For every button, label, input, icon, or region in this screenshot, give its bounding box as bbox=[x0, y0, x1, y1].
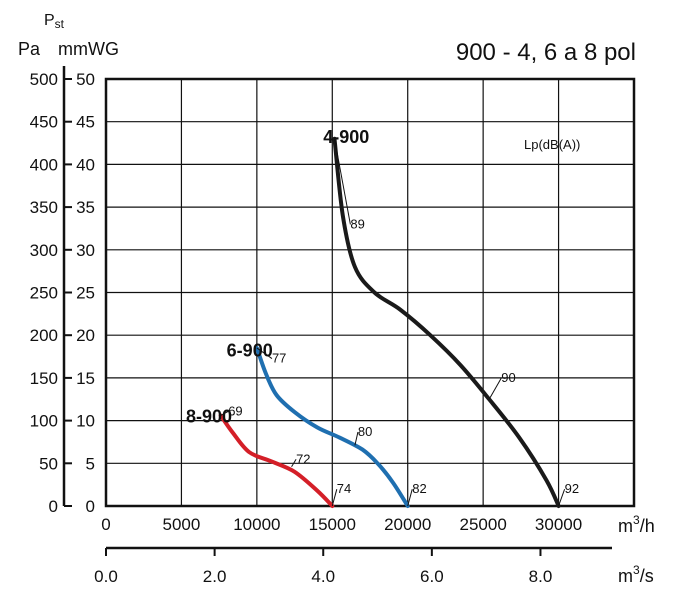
pa-tick-label: 450 bbox=[30, 113, 58, 132]
series-curve-4-900 bbox=[332, 136, 561, 508]
x2-ticks: 0.0 2.0 4.0 6.0 8.0 bbox=[94, 548, 552, 586]
mmwg-tick-label: 45 bbox=[76, 113, 95, 132]
noise-values: 89 90 92 77 80 82 69 72 74 bbox=[220, 138, 579, 507]
noise-value-6-900: 77 bbox=[272, 351, 286, 366]
series-labels: 4-900 6-900 8-900 bbox=[186, 127, 369, 426]
mmwg-tick-label: 40 bbox=[76, 155, 95, 174]
grid-lines bbox=[106, 79, 634, 506]
x-tick-label: 20000 bbox=[384, 515, 431, 534]
pst-symbol-main: P bbox=[44, 12, 55, 29]
pa-tick-label: 250 bbox=[30, 284, 58, 303]
noise-leader-8-900 bbox=[331, 489, 338, 507]
pa-unit-label: Pa bbox=[18, 39, 41, 59]
x2-unit-base: m bbox=[618, 566, 633, 586]
x2-tick-label: 0.0 bbox=[94, 567, 118, 586]
pa-tick-label: 400 bbox=[30, 155, 58, 174]
noise-value-8-900: 72 bbox=[296, 451, 310, 466]
noise-leader-4-900 bbox=[334, 138, 351, 225]
mmwg-tick-label: 35 bbox=[76, 198, 95, 217]
x-tick-label: 15000 bbox=[309, 515, 356, 534]
mmwg-unit-label: mmWG bbox=[58, 39, 119, 59]
x2-unit-tail: /s bbox=[640, 566, 654, 586]
x-tick-label: 10000 bbox=[233, 515, 280, 534]
x2-tick-label: 2.0 bbox=[203, 567, 227, 586]
pa-tick-label: 150 bbox=[30, 369, 58, 388]
noise-label: Lp(dB(A)) bbox=[524, 137, 580, 152]
noise-leader-4-900 bbox=[558, 489, 566, 507]
x2-tick-label: 6.0 bbox=[420, 567, 444, 586]
noise-leader-6-900 bbox=[407, 489, 413, 507]
pa-tick-label: 100 bbox=[30, 412, 58, 431]
series-curve-6-900 bbox=[254, 346, 410, 508]
noise-leader-4-900 bbox=[488, 377, 502, 400]
x-unit-sup: 3 bbox=[633, 513, 640, 527]
noise-value-4-900: 90 bbox=[501, 370, 515, 385]
x-tick-label: 0 bbox=[101, 515, 110, 534]
pa-tick-label: 0 bbox=[49, 497, 58, 516]
series-curves bbox=[218, 136, 561, 508]
noise-value-8-900: 74 bbox=[337, 481, 351, 496]
mmwg-tick-label: 50 bbox=[76, 70, 95, 89]
mmwg-ticks: 0 5 10 15 20 25 30 35 40 45 50 bbox=[76, 70, 95, 516]
pa-tick-label: 50 bbox=[39, 454, 58, 473]
x2-unit-sup: 3 bbox=[633, 563, 640, 577]
noise-value-8-900: 69 bbox=[228, 403, 242, 418]
x2-tick-label: 8.0 bbox=[529, 567, 553, 586]
x-tick-label: 30000 bbox=[535, 515, 582, 534]
noise-value-4-900: 89 bbox=[350, 216, 364, 231]
x-unit-base: m bbox=[618, 516, 633, 536]
mmwg-tick-label: 15 bbox=[76, 369, 95, 388]
mmwg-tick-label: 20 bbox=[76, 326, 95, 345]
x-unit-tail: /h bbox=[640, 516, 655, 536]
pa-tick-label: 200 bbox=[30, 326, 58, 345]
mmwg-tick-label: 25 bbox=[76, 284, 95, 303]
x-tick-label: 25000 bbox=[460, 515, 507, 534]
noise-leader-6-900 bbox=[256, 347, 273, 359]
noise-leader-6-900 bbox=[354, 431, 359, 446]
noise-value-4-900: 92 bbox=[565, 481, 579, 496]
pa-ticks: 0 50 100 150 200 250 300 350 400 450 500 bbox=[30, 70, 72, 516]
noise-value-6-900: 82 bbox=[412, 481, 426, 496]
pa-tick-label: 500 bbox=[30, 70, 58, 89]
noise-leader-8-900 bbox=[291, 459, 297, 467]
series-curve-8-900 bbox=[218, 413, 335, 508]
series-label-4-900: 4-900 bbox=[323, 127, 369, 147]
x-unit-label: m3/h bbox=[618, 513, 655, 536]
pa-tick-label: 350 bbox=[30, 198, 58, 217]
plot-frame bbox=[104, 77, 636, 508]
series-label-6-900: 6-900 bbox=[227, 341, 273, 361]
x2-unit-label: m3/s bbox=[618, 563, 654, 586]
x-tick-label: 5000 bbox=[163, 515, 201, 534]
mmwg-tick-label: 0 bbox=[86, 497, 95, 516]
pst-symbol-sub: st bbox=[55, 17, 65, 31]
series-label-8-900: 8-900 bbox=[186, 406, 232, 426]
x2-tick-label: 4.0 bbox=[311, 567, 335, 586]
x-ticks: 0 5000 10000 15000 20000 25000 30000 bbox=[101, 515, 582, 534]
pst-symbol: Pst bbox=[44, 12, 65, 31]
mmwg-tick-label: 5 bbox=[86, 454, 95, 473]
mmwg-tick-label: 30 bbox=[76, 241, 95, 260]
chart-title: 900 - 4, 6 a 8 pol bbox=[456, 39, 636, 66]
noise-leader-8-900 bbox=[220, 411, 229, 416]
noise-value-6-900: 80 bbox=[358, 424, 372, 439]
pa-tick-label: 300 bbox=[30, 241, 58, 260]
mmwg-tick-label: 10 bbox=[76, 412, 95, 431]
